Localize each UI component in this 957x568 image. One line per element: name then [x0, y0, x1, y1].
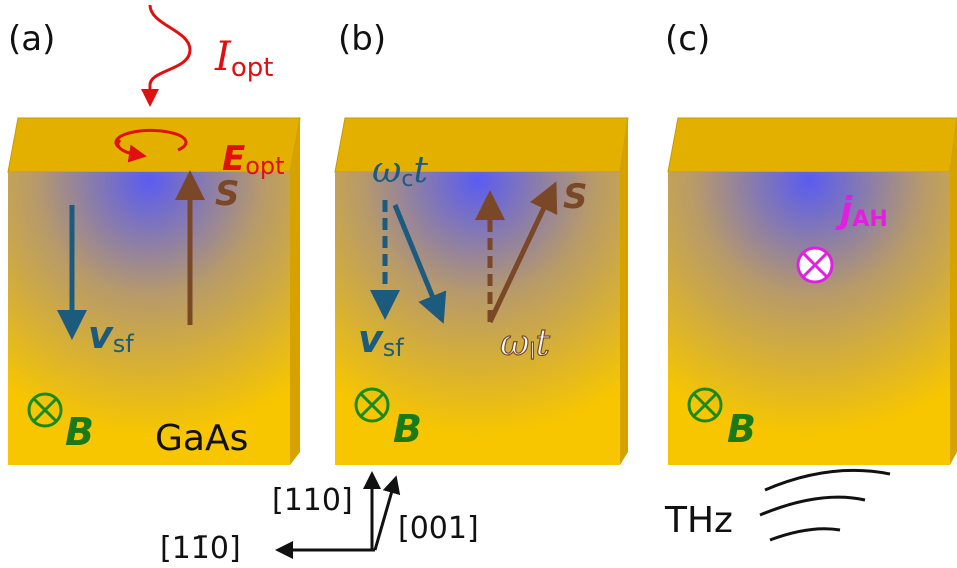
current-into-page	[798, 248, 832, 282]
magnetic-label: B	[393, 407, 422, 451]
panel-label: (c)	[665, 19, 710, 59]
magnetic-label: B	[65, 410, 94, 454]
emission-waves	[760, 470, 890, 540]
wave	[770, 529, 840, 540]
spin-label: S	[215, 174, 240, 214]
emission-label: THz	[664, 500, 733, 541]
material-label: GaAs	[155, 418, 248, 459]
block-side	[950, 118, 957, 465]
axis-label: [11̄0]	[160, 531, 241, 566]
figure: (a) (b) (c) Iopt Eopt S vsf B GaAs ωct S…	[0, 0, 957, 568]
cyclotron-label: ωct	[372, 150, 428, 192]
panel-label: (b)	[338, 19, 386, 59]
wave	[765, 470, 890, 490]
block-side	[620, 118, 628, 465]
axis-arrow	[375, 484, 394, 550]
block-top	[668, 118, 957, 172]
light-wave-arrow	[150, 5, 190, 98]
axis-label: [001]	[398, 511, 479, 546]
wave	[760, 497, 865, 515]
panel-label: (a)	[8, 19, 55, 59]
larmor-label: ωlt	[500, 323, 550, 365]
intensity-label: Iopt	[214, 34, 273, 83]
magnetic-label: B	[727, 407, 756, 451]
spin-label: S	[563, 177, 588, 217]
axis-label: [110]	[272, 483, 353, 518]
block-side	[290, 118, 300, 465]
